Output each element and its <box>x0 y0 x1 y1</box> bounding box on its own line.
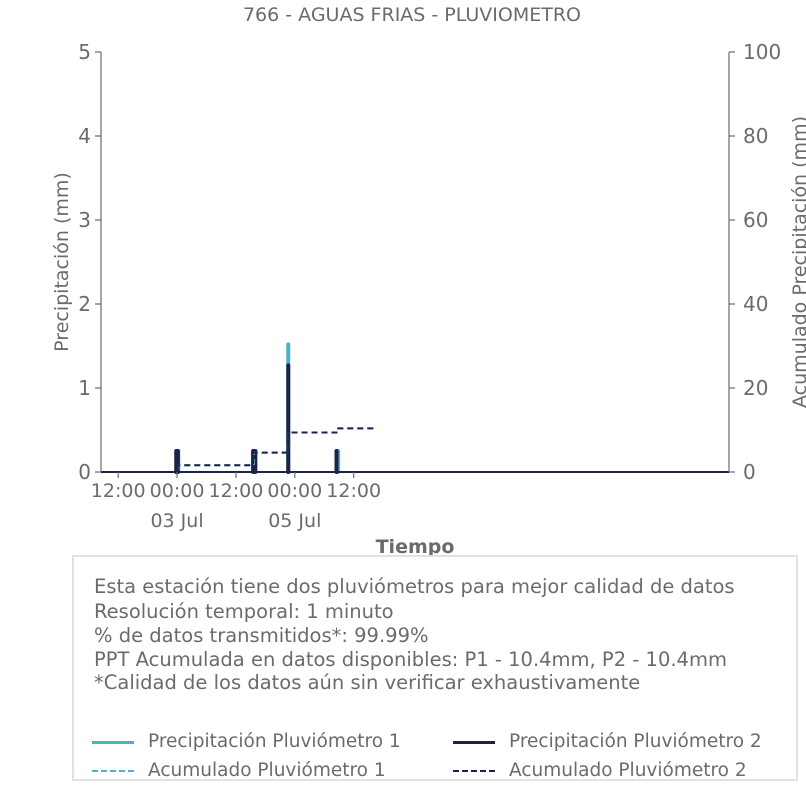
legend-swatch-p2-acum <box>453 770 495 772</box>
legend-p1-acum: Acumulado Pluviómetro 1 <box>148 760 386 781</box>
precipitation-bars <box>174 342 341 474</box>
y-tick-label: 0 <box>78 460 91 484</box>
legend-p1-precip: Precipitación Pluviómetro 1 <box>148 731 401 752</box>
y2-tick-label: 80 <box>743 124 768 148</box>
y-axis-label: Precipitación (mm) <box>51 172 73 352</box>
info-line-transmitted: % de datos transmitidos*: 99.99% <box>94 624 429 647</box>
y2-tick-label: 20 <box>743 376 768 400</box>
rainfall-chart: 766 - AGUAS FRIAS - PLUVIOMETRO 0 1 2 3 4 5 0 2… <box>51 4 806 558</box>
legend-p2-precip: Precipitación Pluviómetro 2 <box>509 731 762 752</box>
legend-swatch-p1-acum <box>92 770 134 772</box>
legend-p2-acum: Acumulado Pluviómetro 2 <box>509 760 747 781</box>
x-tick-label: 00:00 <box>150 480 205 502</box>
x-tick-label: 12:00 <box>91 480 146 502</box>
x-tick-date-label: 03 Jul <box>150 510 203 532</box>
x-tick-label: 00:00 <box>267 480 322 502</box>
x-axis-label: Tiempo <box>376 536 455 558</box>
y-tick-label: 2 <box>78 292 91 316</box>
y2-tick-label: 0 <box>743 460 756 484</box>
y2-axis-label: Acumulado Precipitación (mm) <box>789 116 806 408</box>
accumulated-lines <box>101 427 376 473</box>
x-tick-date-label: 05 Jul <box>268 510 321 532</box>
y-tick-label: 1 <box>78 376 91 400</box>
y2-tick-label: 40 <box>743 292 768 316</box>
y-tick-label: 5 <box>78 40 91 64</box>
info-line-resolution: Resolución temporal: 1 minuto <box>94 600 394 623</box>
legend-swatch-p1-precip <box>92 741 134 744</box>
chart-title: 766 - AGUAS FRIAS - PLUVIOMETRO <box>243 4 581 26</box>
info-line-dual-gauges: Esta estación tiene dos pluviómetros par… <box>94 575 735 598</box>
y2-tick-label: 100 <box>743 40 781 64</box>
info-line-quality-note: *Calidad de los datos aún sin verificar … <box>94 671 641 694</box>
legend-swatch-p2-precip <box>453 741 495 744</box>
x-tick-label: 12:00 <box>209 480 264 502</box>
y-tick-label: 3 <box>78 208 91 232</box>
info-line-accumulated: PPT Acumulada en datos disponibles: P1 -… <box>94 648 727 671</box>
y-tick-label: 4 <box>78 124 91 148</box>
y2-tick-label: 60 <box>743 208 768 232</box>
x-tick-label: 12:00 <box>326 480 381 502</box>
info-panel: Esta estación tiene dos pluviómetros par… <box>72 555 798 781</box>
accumulated-line <box>101 427 376 473</box>
